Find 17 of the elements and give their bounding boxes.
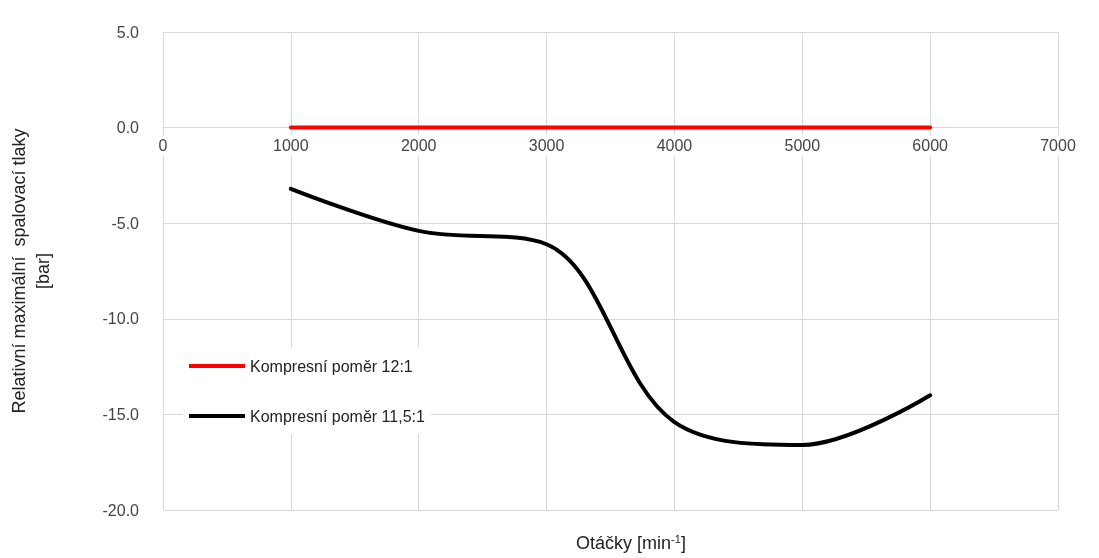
x-tick-label: 2000 — [400, 137, 437, 155]
y-tick-label: -10.0 — [102, 310, 140, 328]
y-tick-label: -15.0 — [102, 405, 140, 423]
x-tick-label: 1000 — [273, 137, 309, 155]
x-tick-label: 4000 — [656, 137, 693, 155]
legend-label: Kompresní poměr 12:1 — [250, 357, 413, 375]
x-tick-label: 6000 — [912, 137, 949, 155]
x-tick-label: 3000 — [528, 137, 565, 155]
legend-label: Kompresní poměr 11,5:1 — [250, 407, 426, 425]
y-axis-title: Relativní maximální spalovací tlaky [bar] — [9, 128, 53, 414]
x-tick-label: 0 — [158, 137, 168, 155]
y-tick-label: 5.0 — [116, 23, 140, 41]
y-tick-label: 0.0 — [116, 119, 140, 137]
y-tick-label: -20.0 — [102, 501, 140, 519]
y-tick-label: -5.0 — [111, 214, 140, 232]
x-tick-label: 7000 — [1040, 137, 1076, 155]
x-tick-label: 5000 — [784, 137, 821, 155]
